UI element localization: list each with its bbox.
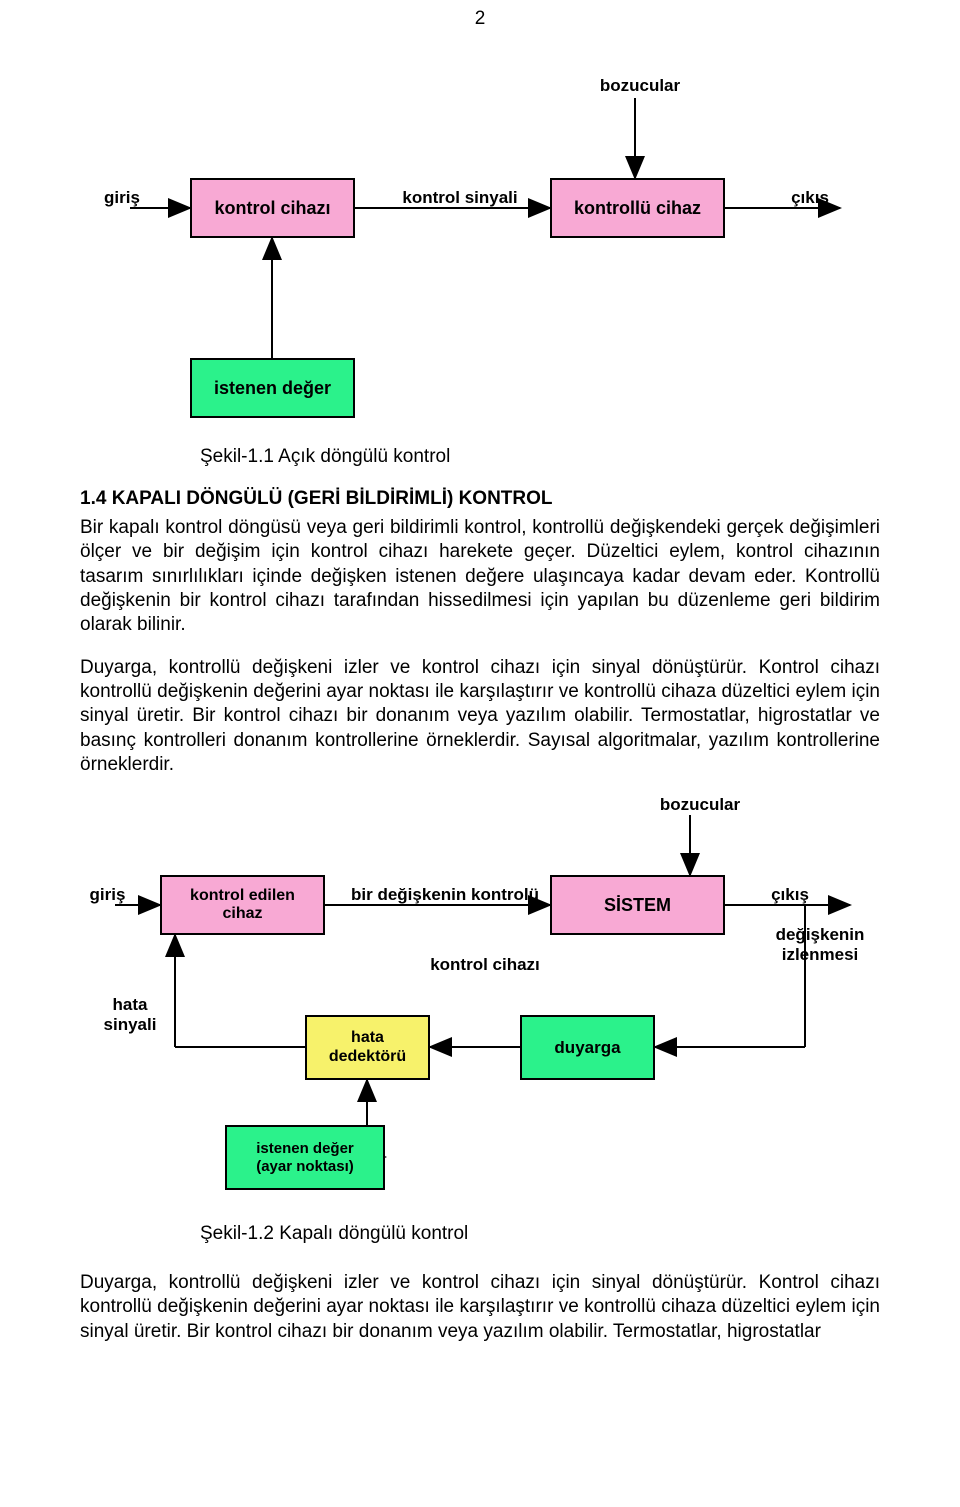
d1l4: çıkış [780, 188, 840, 208]
d1l3: kontrol sinyali [380, 188, 540, 208]
d1n2: kontrollü cihaz [550, 178, 725, 238]
figure2-caption: Şekil-1.2 Kapalı döngülü kontrol [200, 1223, 880, 1245]
section-title: 1.4 KAPALI DÖNGÜLÜ (GERİ BİLDİRİMLİ) KON… [80, 488, 880, 510]
d2l7: hatasinyali [90, 995, 170, 1034]
d2l3: bir değişkenin kontrolü [340, 885, 550, 905]
d2n4: duyarga [520, 1015, 655, 1080]
paragraph-2: Duyarga, kontrollü değişkeni izler ve ko… [80, 656, 880, 778]
d1l2: giriş [92, 188, 152, 208]
diagram2-edges [80, 795, 880, 1215]
d2n5: istenen değer(ayar noktası) [225, 1125, 385, 1190]
d2n3: hatadedektörü [305, 1015, 430, 1080]
d1n3: istenen değer [190, 358, 355, 418]
figure1-caption: Şekil-1.1 Açık döngülü kontrol [200, 446, 880, 468]
d2n1: kontrol edilencihaz [160, 875, 325, 935]
d2l5: kontrol cihazı [410, 955, 560, 975]
page: 2 kontrol cihazı kontrollü cihaz istenen d… [0, 0, 960, 1422]
diagram-open-loop: kontrol cihazı kontrollü cihaz istenen değ… [80, 38, 880, 438]
d2n2: SİSTEM [550, 875, 725, 935]
page-number: 2 [80, 0, 880, 38]
paragraph-3: Duyarga, kontrollü değişkeni izler ve ko… [80, 1271, 880, 1344]
diagram-closed-loop: kontrol edilencihaz SİSTEM hatadedektörü du… [80, 795, 880, 1215]
d1n1: kontrol cihazı [190, 178, 355, 238]
d2l1: bozucular [640, 795, 760, 815]
paragraph-1: Bir kapalı kontrol döngüsü veya geri bil… [80, 516, 880, 638]
d2l6: değişkeninizlenmesi [760, 925, 880, 964]
d2l2: giriş [80, 885, 135, 905]
d1l1: bozucular [580, 76, 700, 96]
d2l4: çıkış [760, 885, 820, 905]
